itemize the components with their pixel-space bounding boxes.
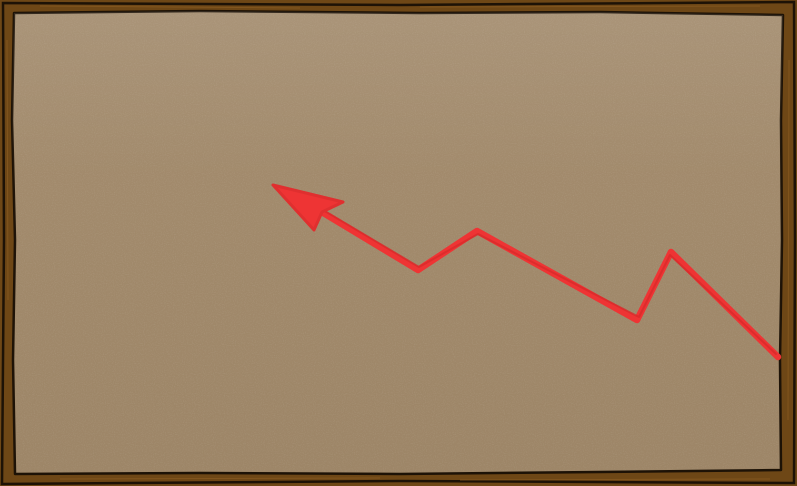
frame-wood-streaks bbox=[6, 5, 790, 481]
red-arrow bbox=[271, 183, 782, 361]
board-grain bbox=[14, 13, 781, 472]
arrow-head bbox=[271, 183, 345, 232]
arrow-shaft-sketch bbox=[317, 206, 777, 355]
